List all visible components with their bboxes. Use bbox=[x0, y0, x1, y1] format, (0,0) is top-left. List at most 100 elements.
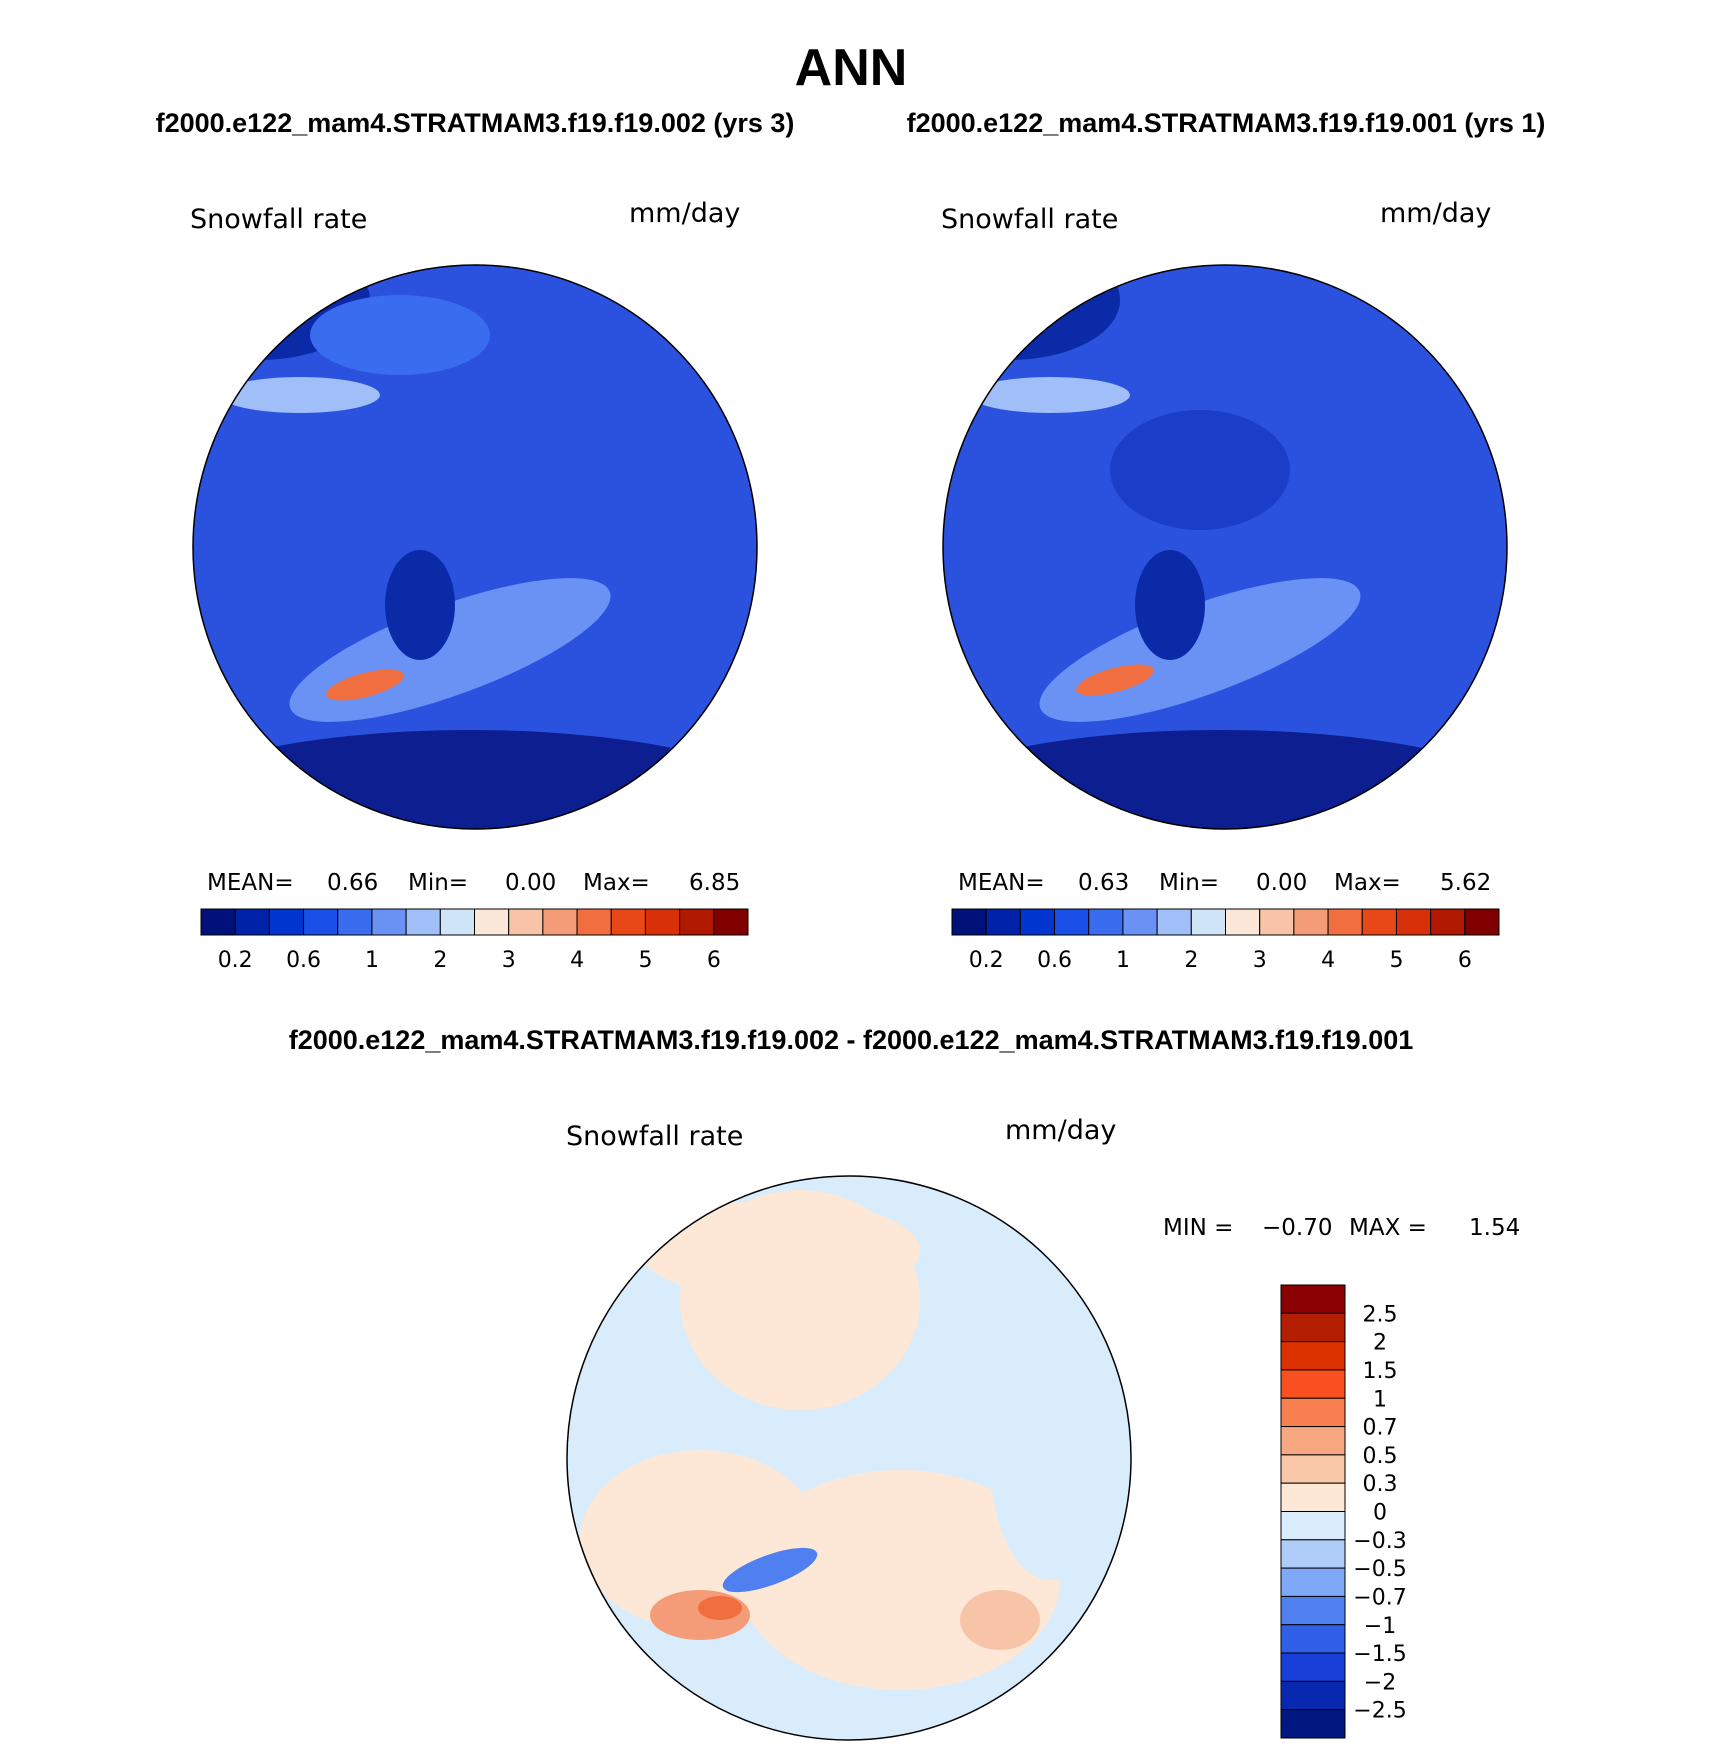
colorbar-swatch bbox=[1280, 1284, 1346, 1314]
stat: 1.54 bbox=[1469, 1215, 1520, 1241]
colorbar-swatch bbox=[1280, 1511, 1346, 1541]
colorbar-label: 5 bbox=[638, 948, 652, 973]
colorbar-swatch bbox=[474, 908, 510, 936]
colorbar-label: −2 bbox=[1364, 1670, 1396, 1695]
colorbar-label: 0.3 bbox=[1363, 1472, 1398, 1497]
stat: −0.70 bbox=[1262, 1215, 1332, 1241]
colorbar-swatch bbox=[1280, 1312, 1346, 1343]
subtitle: f2000.e122_mam4.STRATMAM3.f19.f19.001 (y… bbox=[907, 108, 1546, 138]
map-border bbox=[942, 264, 1508, 830]
colorbar-swatch bbox=[1088, 908, 1124, 936]
colorbar-swatch bbox=[713, 908, 749, 936]
colorbar-swatch bbox=[1280, 1454, 1346, 1484]
panel-label: Snowfall rate bbox=[190, 204, 367, 235]
colorbar-label: 0.7 bbox=[1363, 1416, 1398, 1441]
colorbar-swatch bbox=[576, 908, 612, 936]
colorbar-swatch bbox=[542, 908, 578, 936]
colorbar-swatch bbox=[1280, 1567, 1346, 1597]
colorbar-label: 6 bbox=[1458, 948, 1472, 973]
colorbar-label: 3 bbox=[1253, 948, 1267, 973]
colorbar-label: 1 bbox=[365, 948, 379, 973]
colorbar-swatch bbox=[1280, 1595, 1346, 1626]
stat: Max= bbox=[1334, 870, 1401, 896]
colorbar-swatch bbox=[1054, 908, 1090, 936]
stat: 5.62 bbox=[1440, 870, 1491, 896]
map bbox=[567, 1176, 1131, 1740]
colorbar-swatch bbox=[1259, 908, 1295, 936]
colorbar-swatch bbox=[371, 908, 407, 936]
map bbox=[943, 265, 1507, 829]
stat: 0.63 bbox=[1078, 870, 1129, 896]
colorbar-label: 6 bbox=[707, 948, 721, 973]
colorbar-label: 5 bbox=[1389, 948, 1403, 973]
panel-units: mm/day bbox=[629, 198, 740, 229]
difference-title: f2000.e122_mam4.STRATMAM3.f19.f19.002 - … bbox=[289, 1025, 1414, 1055]
colorbar-label: 0.2 bbox=[969, 948, 1004, 973]
colorbar-swatch bbox=[337, 908, 373, 936]
panel-label: Snowfall rate bbox=[566, 1121, 743, 1152]
stat: 6.85 bbox=[689, 870, 740, 896]
colorbar-label: 2 bbox=[1184, 948, 1198, 973]
colorbar-label: 0.6 bbox=[286, 948, 321, 973]
colorbar-swatch bbox=[1280, 1397, 1346, 1428]
colorbar-label: 0.2 bbox=[218, 948, 253, 973]
colorbar-label: 1 bbox=[1373, 1387, 1387, 1412]
stat: Min= bbox=[408, 870, 468, 896]
colorbar-swatch bbox=[985, 908, 1021, 936]
colorbar-label: −0.5 bbox=[1353, 1557, 1406, 1582]
colorbar-swatch bbox=[1225, 908, 1261, 936]
colorbar-swatch bbox=[1280, 1426, 1346, 1456]
colorbar-label: 4 bbox=[1321, 948, 1335, 973]
colorbar-label: −0.3 bbox=[1353, 1529, 1406, 1554]
colorbar-swatch bbox=[1280, 1482, 1346, 1512]
subtitle: f2000.e122_mam4.STRATMAM3.f19.f19.002 (y… bbox=[156, 108, 795, 138]
colorbar-swatch bbox=[1395, 908, 1432, 936]
colorbar-swatch bbox=[951, 908, 987, 936]
colorbar-swatch bbox=[1361, 908, 1397, 936]
colorbar-swatch bbox=[1280, 1652, 1346, 1682]
colorbar-swatch bbox=[1280, 1680, 1346, 1711]
colorbar-label: 0 bbox=[1373, 1501, 1387, 1526]
colorbar-swatch bbox=[405, 908, 441, 936]
stat: MEAN= bbox=[207, 870, 294, 896]
colorbar-swatch bbox=[1280, 1539, 1346, 1569]
panel-units: mm/day bbox=[1005, 1115, 1116, 1146]
title: ANN bbox=[795, 39, 908, 97]
colorbar-swatch bbox=[1190, 908, 1226, 936]
colorbar-label: −0.7 bbox=[1353, 1585, 1406, 1610]
colorbar-swatch bbox=[610, 908, 646, 936]
colorbar-swatch bbox=[1464, 908, 1500, 936]
colorbar-swatch bbox=[1019, 908, 1056, 936]
colorbar-swatch bbox=[1280, 1341, 1346, 1371]
stat: 0.66 bbox=[327, 870, 378, 896]
colorbar-swatch bbox=[1280, 1369, 1346, 1399]
panel-units: mm/day bbox=[1380, 198, 1491, 229]
colorbar-label: 1.5 bbox=[1363, 1359, 1398, 1384]
colorbar-label: −1.5 bbox=[1353, 1642, 1406, 1667]
stat: MIN = bbox=[1163, 1215, 1233, 1241]
colorbar-swatch bbox=[234, 908, 270, 936]
colorbar-swatch bbox=[268, 908, 305, 936]
stat: Max= bbox=[583, 870, 650, 896]
stat: MEAN= bbox=[958, 870, 1045, 896]
colorbar-swatch bbox=[508, 908, 544, 936]
colorbar-label: 3 bbox=[502, 948, 516, 973]
colorbar-label: −2.5 bbox=[1353, 1699, 1406, 1724]
panel-label: Snowfall rate bbox=[941, 204, 1118, 235]
map-border bbox=[566, 1175, 1132, 1741]
colorbar-swatch bbox=[439, 908, 475, 936]
colorbar-swatch bbox=[1293, 908, 1329, 936]
colorbar-label: −1 bbox=[1364, 1614, 1396, 1639]
colorbar-label: 2 bbox=[1373, 1331, 1387, 1356]
colorbar-swatch bbox=[303, 908, 339, 936]
colorbar-label: 2.5 bbox=[1363, 1302, 1398, 1327]
colorbar-swatch bbox=[1430, 908, 1466, 936]
colorbar-swatch bbox=[679, 908, 715, 936]
colorbar-label: 1 bbox=[1116, 948, 1130, 973]
stat: MAX = bbox=[1349, 1215, 1427, 1241]
map-border bbox=[192, 264, 758, 830]
colorbar-label: 4 bbox=[570, 948, 584, 973]
colorbar-label: 0.6 bbox=[1037, 948, 1072, 973]
colorbar-label: 0.5 bbox=[1363, 1444, 1398, 1469]
